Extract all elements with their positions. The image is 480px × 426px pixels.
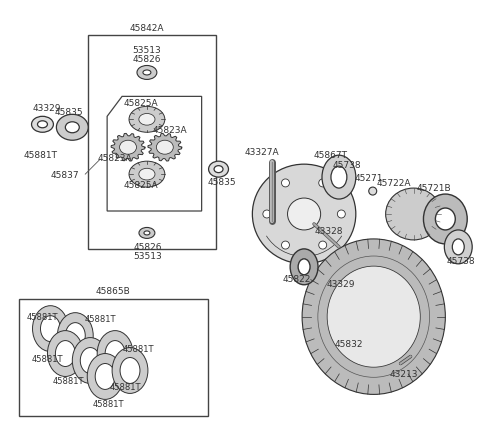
Text: 45826: 45826: [133, 243, 162, 252]
Circle shape: [281, 242, 289, 250]
Ellipse shape: [143, 71, 151, 76]
Text: 45738: 45738: [447, 257, 476, 266]
Text: 45837: 45837: [51, 170, 80, 179]
Ellipse shape: [139, 169, 155, 181]
Text: 53513: 53513: [132, 46, 161, 55]
Text: 45822: 45822: [283, 275, 312, 284]
Text: 53513: 53513: [133, 252, 162, 261]
Text: 45881T: 45881T: [24, 150, 58, 159]
Text: 45823A: 45823A: [98, 153, 132, 162]
Ellipse shape: [288, 199, 321, 230]
Ellipse shape: [37, 121, 48, 129]
Text: 45881T: 45881T: [109, 382, 141, 391]
Text: 45835: 45835: [55, 108, 84, 117]
Ellipse shape: [129, 162, 165, 187]
Bar: [19, 299, 207, 416]
Text: 45881T: 45881T: [84, 314, 116, 323]
Ellipse shape: [32, 117, 53, 133]
Polygon shape: [111, 134, 145, 162]
Text: 43328: 43328: [315, 227, 343, 236]
Ellipse shape: [444, 230, 472, 264]
Text: 45826: 45826: [132, 55, 161, 64]
Bar: [88, 35, 216, 249]
Ellipse shape: [214, 166, 223, 173]
Ellipse shape: [423, 195, 467, 245]
Ellipse shape: [72, 338, 108, 383]
Ellipse shape: [112, 348, 148, 394]
Ellipse shape: [129, 107, 165, 133]
Ellipse shape: [331, 167, 347, 189]
Ellipse shape: [385, 189, 442, 240]
Ellipse shape: [327, 267, 420, 367]
Ellipse shape: [87, 354, 123, 400]
Ellipse shape: [65, 123, 79, 133]
Text: 43329: 43329: [32, 104, 60, 112]
Text: 45881T: 45881T: [92, 399, 124, 408]
Ellipse shape: [120, 358, 140, 383]
Ellipse shape: [298, 259, 310, 275]
Text: 45825A: 45825A: [124, 99, 158, 108]
Text: 45867T: 45867T: [314, 150, 348, 159]
Ellipse shape: [56, 115, 88, 141]
Ellipse shape: [95, 364, 115, 389]
Ellipse shape: [156, 141, 173, 155]
Ellipse shape: [139, 114, 155, 126]
Text: 45881T: 45881T: [32, 354, 63, 363]
Text: 45722A: 45722A: [376, 178, 411, 187]
Text: 45835: 45835: [207, 177, 236, 186]
Ellipse shape: [435, 208, 456, 230]
Polygon shape: [148, 134, 182, 162]
Ellipse shape: [322, 156, 356, 199]
Ellipse shape: [58, 313, 93, 359]
Text: 45881T: 45881T: [122, 344, 154, 353]
Ellipse shape: [252, 165, 356, 264]
Ellipse shape: [139, 228, 155, 239]
Circle shape: [337, 210, 345, 219]
Circle shape: [263, 210, 271, 219]
Text: 45271: 45271: [355, 173, 383, 182]
Ellipse shape: [65, 323, 85, 349]
Circle shape: [369, 187, 377, 196]
Ellipse shape: [48, 331, 83, 377]
Ellipse shape: [80, 348, 100, 374]
Ellipse shape: [302, 239, 445, 394]
Ellipse shape: [290, 249, 318, 285]
Text: 45721B: 45721B: [416, 183, 451, 192]
Ellipse shape: [209, 162, 228, 178]
Text: 43329: 43329: [327, 279, 355, 288]
Ellipse shape: [452, 239, 464, 255]
Circle shape: [319, 242, 327, 250]
Ellipse shape: [55, 341, 75, 367]
Text: 45881T: 45881T: [27, 312, 58, 321]
Text: 45738: 45738: [333, 160, 361, 169]
Text: 45823A: 45823A: [153, 126, 187, 135]
Ellipse shape: [97, 331, 133, 377]
Text: 43327A: 43327A: [245, 147, 280, 156]
Text: 45825A: 45825A: [124, 180, 158, 189]
Ellipse shape: [33, 306, 68, 352]
Ellipse shape: [144, 231, 150, 236]
Circle shape: [281, 179, 289, 187]
Text: 43213: 43213: [389, 369, 418, 378]
Ellipse shape: [40, 316, 60, 342]
Text: 45842A: 45842A: [130, 24, 164, 33]
Circle shape: [319, 179, 327, 187]
Ellipse shape: [137, 66, 157, 80]
Text: 45881T: 45881T: [53, 376, 84, 385]
Text: 45832: 45832: [335, 339, 363, 348]
Ellipse shape: [120, 141, 136, 155]
Text: 45865B: 45865B: [96, 287, 131, 296]
Ellipse shape: [105, 341, 125, 367]
